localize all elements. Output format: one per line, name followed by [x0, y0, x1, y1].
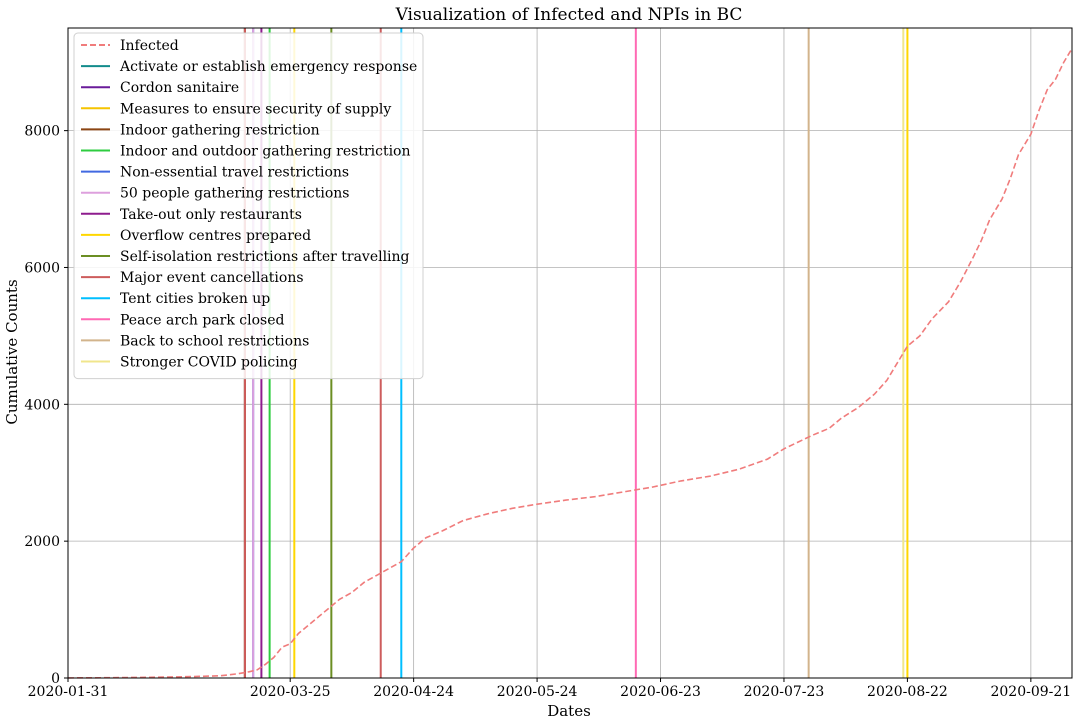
legend-entry-label: Activate or establish emergency response — [119, 59, 417, 75]
legend-entry-label: Back to school restrictions — [120, 333, 309, 349]
x-tick-label: 2020-09-21 — [990, 684, 1071, 700]
x-axis-label: Dates — [547, 702, 591, 720]
legend-entry-label: Tent cities broken up — [120, 291, 270, 307]
x-tick-label: 2020-07-23 — [744, 684, 825, 700]
legend-entry-label: 50 people gathering restrictions — [120, 186, 349, 202]
legend-entry-label: Peace arch park closed — [120, 312, 284, 328]
legend-entry-label: Measures to ensure security of supply — [120, 101, 391, 117]
y-tick-label: 0 — [51, 671, 60, 687]
infected-series — [67, 48, 1073, 679]
x-tick-label: 2020-08-22 — [867, 684, 948, 700]
y-axis-label: Cumulative Counts — [3, 279, 21, 424]
legend-box — [73, 32, 424, 380]
y-tick-label: 8000 — [24, 124, 60, 140]
legend-entry-label: Stronger COVID policing — [120, 355, 298, 371]
x-tick-label: 2020-01-31 — [28, 684, 109, 700]
legend-entry-label: Self-isolation restrictions after travel… — [120, 249, 410, 265]
legend-entry-label: Infected — [120, 38, 179, 54]
chart-title: Visualization of Infected and NPIs in BC — [395, 5, 743, 25]
legend-entry-label: Indoor and outdoor gathering restriction — [120, 144, 411, 160]
y-tick-label: 2000 — [24, 534, 60, 550]
legend-entry-label: Cordon sanitaire — [120, 80, 239, 96]
legend-entry-label: Non-essential travel restrictions — [120, 165, 349, 181]
infected-line — [67, 48, 1073, 679]
y-tick-label: 6000 — [24, 260, 60, 276]
legend-entry-label: Indoor gathering restriction — [120, 122, 320, 138]
plot-frame — [67, 27, 1073, 679]
x-tick-label: 2020-04-24 — [373, 684, 454, 700]
legend-entry-label: Major event cancellations — [120, 270, 304, 286]
legend-entry-label: Take-out only restaurants — [120, 207, 302, 223]
legend-entry-label: Overflow centres prepared — [120, 228, 311, 244]
x-tick-label: 2020-05-24 — [497, 684, 578, 700]
y-tick-label: 4000 — [24, 397, 60, 413]
axis-ticks: 2020-01-31 2020-03-25 2020-04-24 2020-05-24… — [24, 124, 1071, 700]
x-tick-label: 2020-06-23 — [620, 684, 701, 700]
legend: Infected Activate or establish emergency … — [73, 32, 424, 380]
x-tick-label: 2020-03-25 — [250, 684, 331, 700]
